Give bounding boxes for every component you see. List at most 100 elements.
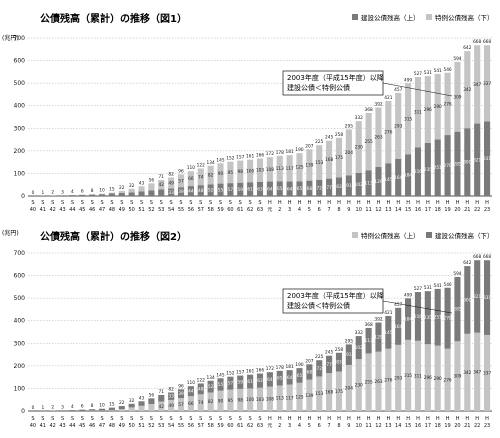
x-tick-era: H bbox=[485, 200, 489, 206]
data-label-segment: 108 bbox=[266, 167, 274, 173]
bar-construction bbox=[424, 291, 431, 345]
data-label-segment: 83 bbox=[336, 360, 342, 366]
data-label-segment: 59 bbox=[238, 187, 244, 193]
data-label-segment: 113 bbox=[364, 181, 372, 187]
bar-construction bbox=[414, 292, 422, 341]
data-label-segment: 102 bbox=[355, 345, 363, 351]
data-label-segment: 66 bbox=[188, 401, 194, 407]
bar-construction bbox=[237, 182, 244, 196]
bar-construction bbox=[326, 355, 333, 374]
x-tick-era: S bbox=[41, 200, 44, 206]
x-tick-year: 22 bbox=[474, 423, 480, 429]
x-tick-year: 54 bbox=[168, 423, 174, 429]
data-label-segment: 255 bbox=[364, 139, 372, 145]
data-label-total: 134 bbox=[207, 375, 215, 381]
x-tick-era: S bbox=[239, 416, 242, 422]
bar-special bbox=[207, 392, 214, 411]
y-axis-unit: (兆円) bbox=[2, 34, 19, 42]
x-tick-era: S bbox=[140, 416, 143, 422]
data-label-segment: 65 bbox=[277, 376, 283, 382]
bar-special bbox=[158, 401, 165, 411]
data-label-total: 56 bbox=[149, 177, 155, 183]
bar-special bbox=[247, 388, 254, 411]
bar-special bbox=[326, 373, 333, 411]
data-label-total: 134 bbox=[207, 160, 215, 166]
bar-construction bbox=[474, 123, 481, 196]
bar-special bbox=[118, 191, 125, 193]
bar-special bbox=[335, 137, 343, 178]
legend-label: 建設公債残高（下） bbox=[435, 231, 494, 240]
data-label-total: 531 bbox=[424, 70, 432, 76]
x-tick-era: S bbox=[258, 200, 261, 206]
data-label-total: 43 bbox=[139, 180, 145, 186]
data-label-segment: 129 bbox=[374, 335, 382, 341]
x-tick-era: H bbox=[416, 200, 420, 206]
data-label-segment: 290 bbox=[434, 376, 442, 382]
bar-special bbox=[108, 192, 115, 194]
data-label-total: 546 bbox=[443, 282, 451, 288]
data-label-segment: 63 bbox=[257, 378, 263, 384]
data-label-segment: 276 bbox=[443, 377, 451, 383]
data-label-segment: 57 bbox=[178, 178, 184, 184]
data-label-segment: 331 bbox=[483, 156, 491, 162]
data-label-segment: 337 bbox=[483, 370, 491, 376]
bar-special bbox=[158, 179, 165, 190]
x-tick-year: 16 bbox=[415, 207, 421, 213]
data-label-total: 668 bbox=[473, 254, 481, 260]
bar-construction bbox=[168, 188, 175, 196]
bar-construction bbox=[385, 163, 392, 196]
x-tick-year: 14 bbox=[395, 207, 401, 213]
data-label-segment: 44 bbox=[188, 389, 194, 395]
bar-special bbox=[108, 410, 115, 411]
data-label-segment: 57 bbox=[228, 381, 234, 387]
bar-special bbox=[424, 344, 431, 411]
bar-construction bbox=[59, 410, 66, 411]
data-label-total: 4 bbox=[71, 189, 74, 195]
bar-special bbox=[128, 188, 135, 193]
bar-special bbox=[365, 353, 372, 411]
data-label-segment: 235 bbox=[424, 315, 432, 321]
data-label-total: 6 bbox=[81, 189, 84, 195]
data-label-segment: 251 bbox=[434, 165, 442, 171]
x-tick-year: 61 bbox=[237, 207, 243, 213]
x-tick-era: H bbox=[298, 416, 302, 422]
chart-panel-2: 公債残高（累計）の推移（図2） 特例公債残高（上） 建設公債残高（下）(兆円)010… bbox=[2, 229, 494, 429]
x-tick-year: 11 bbox=[365, 207, 371, 213]
bar-special bbox=[187, 171, 194, 187]
data-label-total: 145 bbox=[216, 157, 224, 163]
bar-construction bbox=[286, 370, 293, 385]
bar-special bbox=[484, 334, 491, 411]
data-label-total: 110 bbox=[187, 165, 195, 171]
data-label-segment: 82 bbox=[208, 399, 214, 405]
y-axis-unit: (兆円) bbox=[2, 229, 19, 237]
x-tick-year: 9 bbox=[347, 207, 350, 213]
x-tick-era: S bbox=[41, 416, 44, 422]
data-label-segment: 117 bbox=[286, 166, 294, 172]
y-tick-label: 600 bbox=[14, 273, 26, 280]
x-tick-year: 21 bbox=[464, 207, 470, 213]
x-tick-era: H bbox=[288, 416, 292, 422]
bar-construction bbox=[266, 181, 273, 196]
x-tick-era: S bbox=[249, 416, 252, 422]
x-tick-era: H bbox=[426, 200, 430, 206]
data-label-total: 152 bbox=[226, 371, 234, 377]
data-label-segment: 52 bbox=[208, 384, 214, 390]
data-label-total: 642 bbox=[463, 45, 471, 51]
data-label-segment: 300 bbox=[463, 297, 471, 303]
data-label-segment: 61 bbox=[247, 379, 253, 385]
y-tick-label: 200 bbox=[14, 148, 26, 155]
data-label-segment: 315 bbox=[404, 373, 412, 379]
data-label-total: 190 bbox=[295, 147, 303, 153]
bar-special bbox=[434, 73, 441, 140]
x-tick-era: H bbox=[436, 416, 440, 422]
x-tick-year: 4 bbox=[298, 207, 301, 213]
data-label-segment: 77 bbox=[326, 185, 332, 191]
data-label-total: 531 bbox=[424, 285, 432, 291]
x-tick-era: S bbox=[179, 200, 182, 206]
x-tick-era: S bbox=[209, 416, 212, 422]
x-tick-era: S bbox=[189, 416, 192, 422]
bar-special bbox=[276, 155, 283, 182]
x-tick-year: 63 bbox=[257, 207, 263, 213]
x-tick-year: 7 bbox=[328, 207, 331, 213]
x-tick-year: 55 bbox=[178, 423, 184, 429]
